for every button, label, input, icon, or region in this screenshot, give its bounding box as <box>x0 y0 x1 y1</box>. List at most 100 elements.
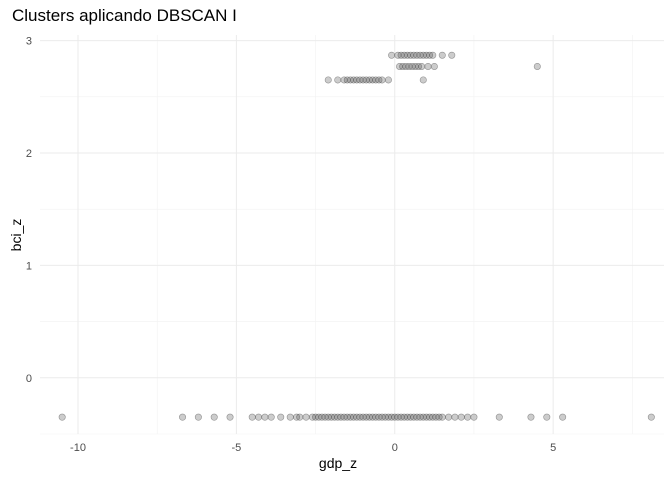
data-point <box>334 76 342 84</box>
data-point <box>210 413 218 421</box>
y-tick-label: 3 <box>26 36 32 48</box>
data-point <box>381 413 389 421</box>
data-point <box>372 76 380 84</box>
data-point <box>410 51 418 59</box>
data-point <box>533 62 541 70</box>
data-point <box>397 413 405 421</box>
data-point <box>411 62 419 70</box>
data-point <box>337 413 345 421</box>
data-point <box>408 62 416 70</box>
data-point <box>312 413 320 421</box>
data-point <box>356 413 364 421</box>
data-point <box>384 413 392 421</box>
x-tick-label: -5 <box>231 442 241 454</box>
gridlines <box>40 35 664 435</box>
data-points <box>58 51 655 421</box>
data-point <box>388 51 396 59</box>
data-point <box>372 413 380 421</box>
data-point <box>399 62 407 70</box>
data-point <box>375 413 383 421</box>
data-point <box>353 413 361 421</box>
data-point <box>435 413 443 421</box>
data-point <box>378 413 386 421</box>
data-point <box>340 413 348 421</box>
data-point <box>426 413 434 421</box>
data-point <box>396 62 404 70</box>
data-point <box>346 413 354 421</box>
data-point <box>415 62 423 70</box>
data-point <box>277 413 285 421</box>
data-point <box>445 413 453 421</box>
data-point <box>438 51 446 59</box>
data-point <box>422 51 430 59</box>
data-point <box>58 413 66 421</box>
data-point <box>359 76 367 84</box>
data-point <box>350 413 358 421</box>
data-point <box>418 62 426 70</box>
data-point <box>394 51 402 59</box>
data-point <box>400 413 408 421</box>
data-point <box>331 413 339 421</box>
data-point <box>397 51 405 59</box>
data-point <box>343 76 351 84</box>
data-point <box>419 51 427 59</box>
data-point <box>416 51 424 59</box>
data-point <box>362 413 370 421</box>
data-point <box>405 62 413 70</box>
data-point <box>324 413 332 421</box>
data-point <box>394 413 402 421</box>
data-point <box>321 413 329 421</box>
data-point <box>375 76 383 84</box>
data-point <box>429 51 437 59</box>
data-point <box>353 76 361 84</box>
data-point <box>464 413 472 421</box>
data-point <box>327 413 335 421</box>
data-point <box>495 413 503 421</box>
data-point <box>369 76 377 84</box>
data-point <box>407 413 415 421</box>
data-point <box>378 76 386 84</box>
y-tick-label: 0 <box>26 373 32 385</box>
data-point <box>410 413 418 421</box>
data-point <box>286 413 294 421</box>
data-point <box>402 62 410 70</box>
data-point <box>426 51 434 59</box>
data-point <box>448 51 456 59</box>
y-tick-label: 1 <box>26 260 32 272</box>
data-point <box>391 413 399 421</box>
y-axis-label: bci_z <box>8 218 24 252</box>
data-point <box>457 413 465 421</box>
data-point <box>261 413 269 421</box>
data-point <box>559 413 567 421</box>
data-point <box>359 413 367 421</box>
data-point <box>647 413 655 421</box>
chart-title: Clusters aplicando DBSCAN I <box>12 6 237 25</box>
data-point <box>407 51 415 59</box>
data-point <box>302 413 310 421</box>
data-point <box>248 413 256 421</box>
data-point <box>293 413 301 421</box>
data-point <box>356 76 364 84</box>
data-point <box>403 413 411 421</box>
data-point <box>315 413 323 421</box>
data-point <box>340 76 348 84</box>
data-point <box>416 413 424 421</box>
data-point <box>334 413 342 421</box>
data-point <box>343 413 351 421</box>
data-point <box>429 413 437 421</box>
data-point <box>543 413 551 421</box>
data-point <box>413 413 421 421</box>
data-point <box>308 413 316 421</box>
data-point <box>318 413 326 421</box>
x-tick-labels: -10 -5 0 5 <box>70 442 556 454</box>
data-point <box>388 413 396 421</box>
data-point <box>470 413 478 421</box>
x-axis-label: gdp_z <box>318 455 358 471</box>
data-point <box>346 76 354 84</box>
data-point <box>419 413 427 421</box>
data-point <box>324 76 332 84</box>
data-point <box>267 413 275 421</box>
data-point <box>527 413 535 421</box>
